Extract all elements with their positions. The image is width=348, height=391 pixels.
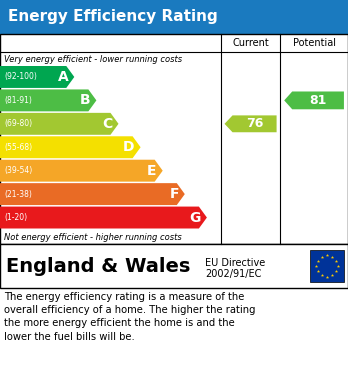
Text: Current: Current — [232, 38, 269, 48]
Text: D: D — [123, 140, 135, 154]
Polygon shape — [284, 91, 344, 109]
Bar — [0, 244, 348, 288]
Text: E: E — [147, 164, 157, 178]
Text: 81: 81 — [309, 94, 327, 107]
Text: 76: 76 — [246, 117, 263, 130]
Polygon shape — [0, 113, 118, 135]
Polygon shape — [0, 183, 185, 205]
Text: (39-54): (39-54) — [4, 166, 32, 175]
Text: F: F — [169, 187, 179, 201]
Text: A: A — [57, 70, 68, 84]
Polygon shape — [0, 66, 74, 88]
Polygon shape — [0, 90, 96, 111]
Text: Potential: Potential — [293, 38, 335, 48]
Text: (81-91): (81-91) — [4, 96, 32, 105]
Text: (1-20): (1-20) — [4, 213, 27, 222]
Text: (69-80): (69-80) — [4, 119, 32, 128]
Polygon shape — [224, 115, 277, 132]
Bar — [0, 0, 348, 34]
Text: (21-38): (21-38) — [4, 190, 32, 199]
Polygon shape — [0, 160, 163, 182]
Text: Very energy efficient - lower running costs: Very energy efficient - lower running co… — [4, 54, 182, 63]
Text: The energy efficiency rating is a measure of the
overall efficiency of a home. T: The energy efficiency rating is a measur… — [4, 292, 255, 342]
Bar — [0, 34, 348, 244]
Polygon shape — [0, 136, 141, 158]
Text: G: G — [190, 210, 201, 224]
Text: Not energy efficient - higher running costs: Not energy efficient - higher running co… — [4, 233, 182, 242]
Text: (92-100): (92-100) — [4, 72, 37, 81]
Text: Energy Efficiency Rating: Energy Efficiency Rating — [8, 9, 218, 25]
Bar — [310, 250, 344, 282]
Polygon shape — [0, 206, 207, 228]
Text: (55-68): (55-68) — [4, 143, 32, 152]
Text: England & Wales: England & Wales — [6, 256, 190, 276]
Text: B: B — [80, 93, 90, 108]
Text: C: C — [102, 117, 112, 131]
Text: EU Directive: EU Directive — [205, 258, 265, 268]
Text: 2002/91/EC: 2002/91/EC — [205, 269, 261, 279]
